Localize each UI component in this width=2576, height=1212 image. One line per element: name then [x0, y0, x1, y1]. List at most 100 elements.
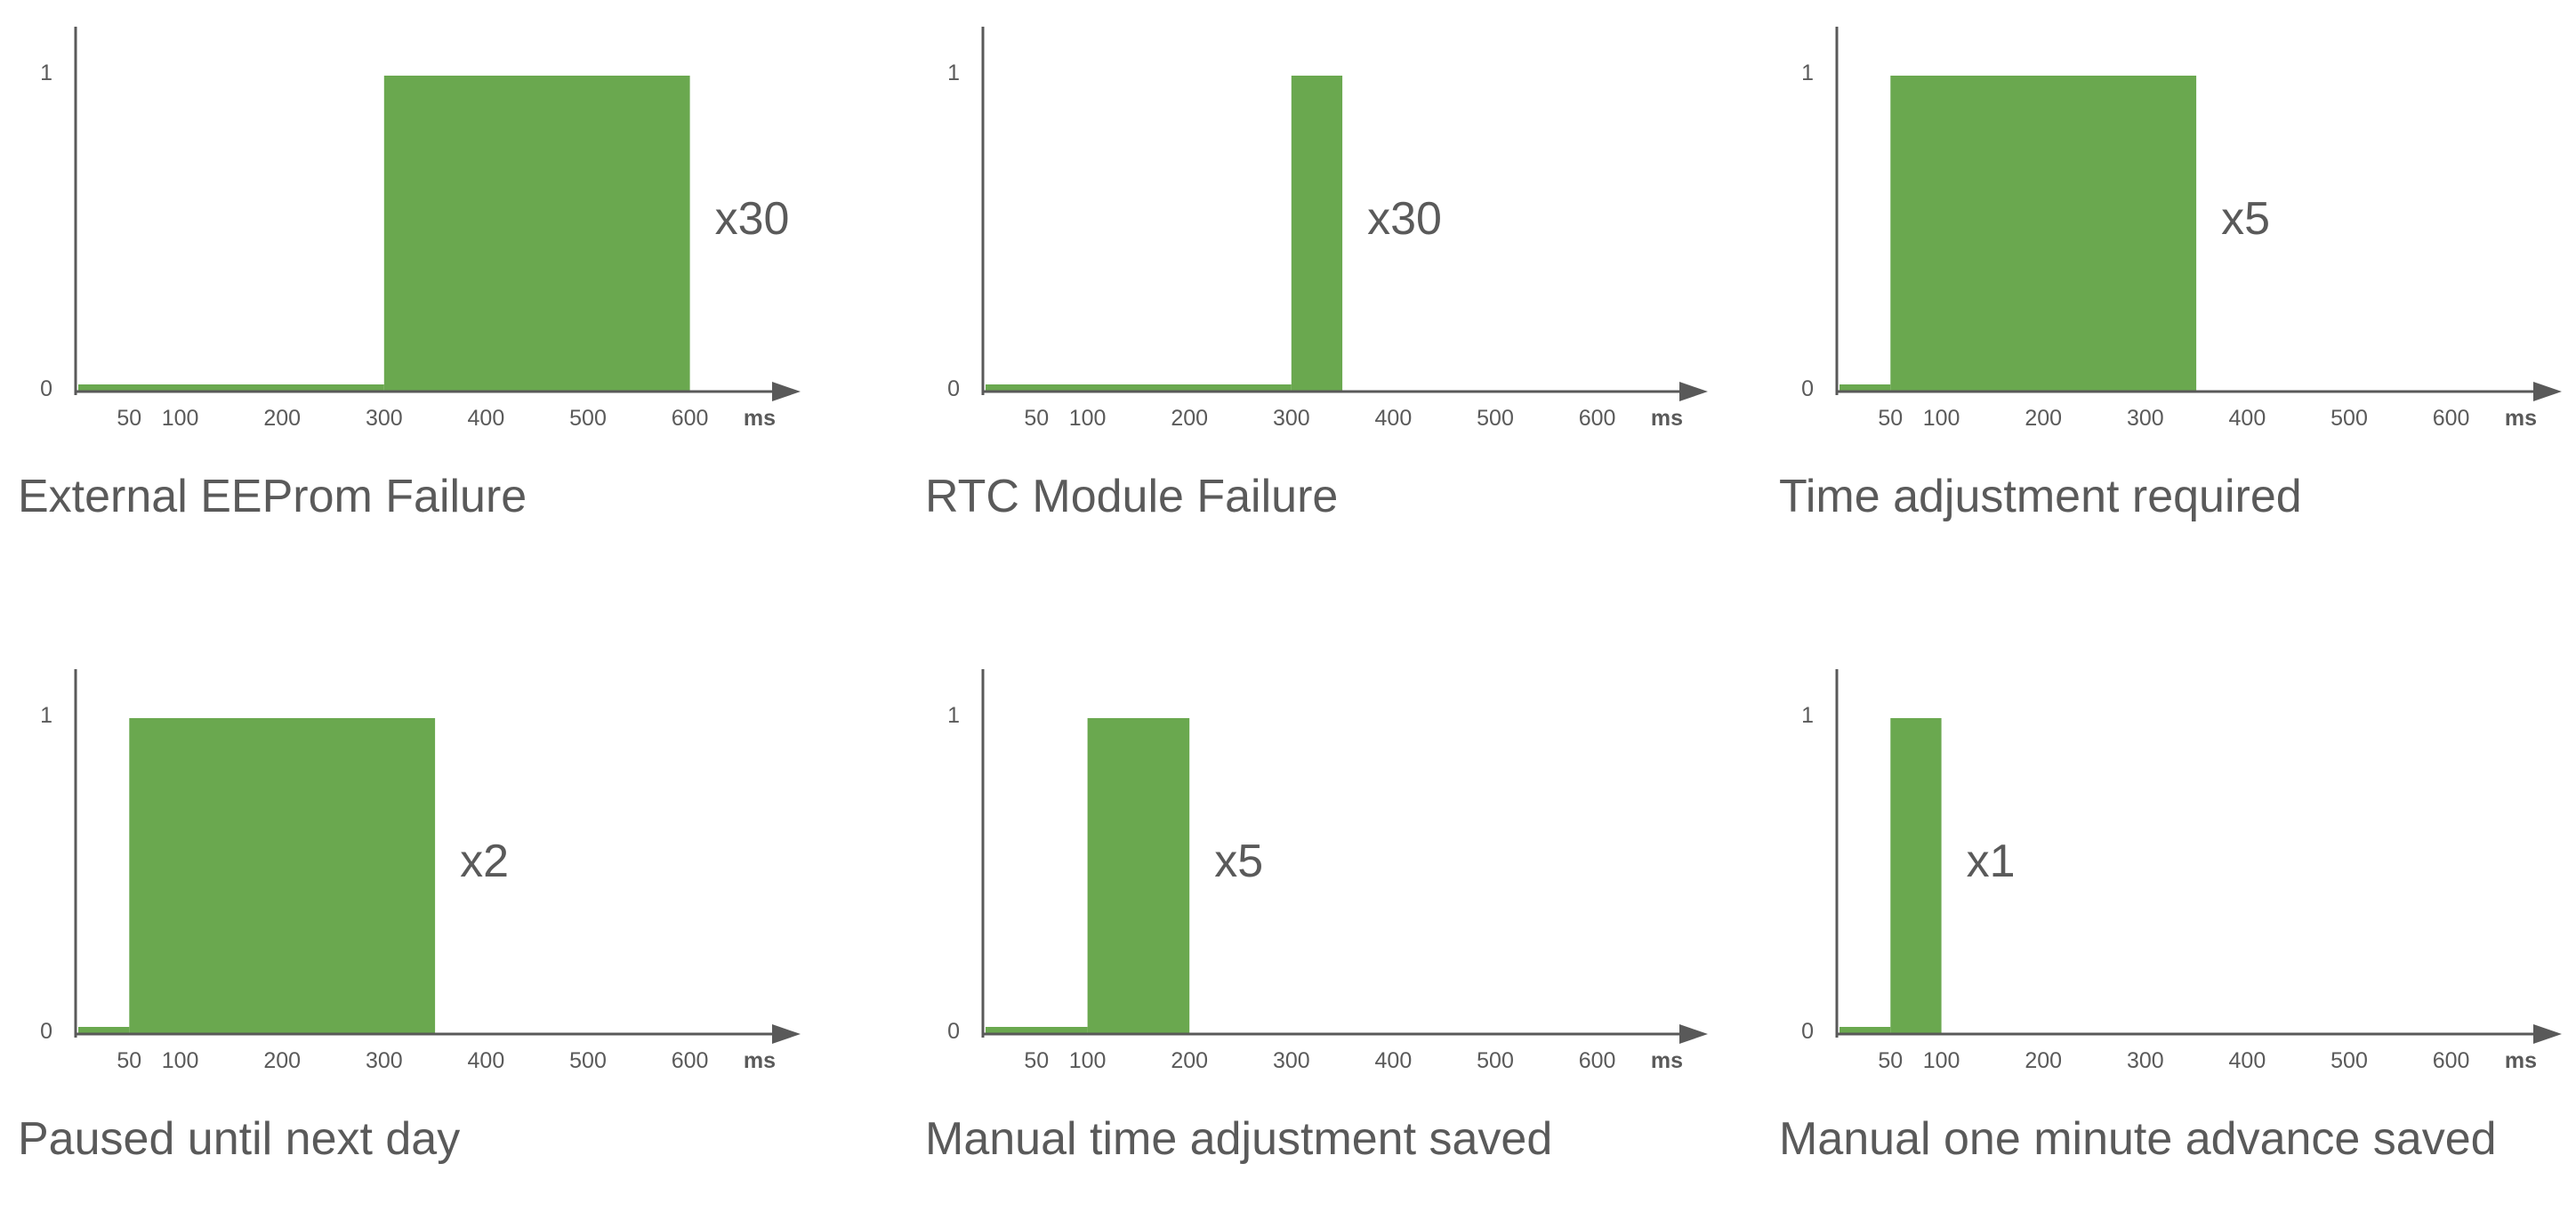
chart-title: RTC Module Failure: [925, 471, 1339, 522]
x-tick-label: 600: [672, 1048, 709, 1073]
x-tick-label: 600: [2433, 1048, 2470, 1073]
chart-plot: 50 100 200 300 400 500 600 ms 0 1 x1: [1801, 669, 2562, 1073]
repeat-count-label: x5: [1214, 836, 1263, 887]
chart-title: External EEProm Failure: [18, 471, 527, 522]
x-tick-label: 300: [366, 406, 403, 431]
x-tick-label: 200: [2025, 406, 2062, 431]
x-tick-label: 200: [263, 1048, 301, 1073]
signal-pulse: [1839, 76, 2197, 392]
y-tick-label: 1: [1801, 703, 1814, 728]
x-tick-label: 100: [1069, 1048, 1107, 1073]
signal-low-level: [1839, 1027, 1891, 1034]
chart-plot: 50 100 200 300 400 500 600 ms 0 1 x30: [947, 27, 1708, 431]
x-tick-label: 100: [162, 406, 199, 431]
chart-panel: 50 100 200 300 400 500 600 ms 0 1 x1 Manual one min…: [1761, 642, 2576, 1212]
repeat-count-label: x1: [1967, 836, 2016, 887]
x-tick-label: 50: [1024, 1048, 1049, 1073]
x-tick-label: 200: [263, 406, 301, 431]
signal-low-level: [78, 384, 384, 392]
chart-plot: 50 100 200 300 400 500 600 ms 0 1 x2: [40, 669, 801, 1073]
chart-plot: 50 100 200 300 400 500 600 ms 0 1 x5: [1801, 27, 2562, 431]
signal-pulse: [78, 76, 690, 392]
chart-title: Manual time adjustment saved: [925, 1113, 1553, 1165]
y-tick-label: 1: [1801, 61, 1814, 85]
x-unit-label: ms: [2505, 1048, 2537, 1073]
x-tick-label: 50: [1878, 1048, 1903, 1073]
x-tick-label: 300: [1273, 406, 1310, 431]
signal-pulse: [986, 76, 1343, 392]
x-tick-label: 400: [1375, 1048, 1413, 1073]
chart-panel: 50 100 200 300 400 500 600 ms 0 1 x30 External EEPr…: [0, 0, 854, 570]
x-tick-label: 600: [2433, 406, 2470, 431]
x-tick-label: 400: [468, 406, 505, 431]
x-tick-label: 50: [117, 1048, 141, 1073]
y-tick-label: 1: [40, 703, 52, 728]
x-tick-label: 400: [468, 1048, 505, 1073]
x-tick-label: 400: [1375, 406, 1413, 431]
y-tick-label: 1: [947, 703, 960, 728]
x-tick-label: 300: [1273, 1048, 1310, 1073]
x-axis-arrow-icon: [772, 382, 801, 401]
x-axis-arrow-icon: [2533, 382, 2562, 401]
x-tick-label: 400: [2229, 1048, 2266, 1073]
x-tick-label: 200: [1171, 1048, 1208, 1073]
x-tick-label: 100: [162, 1048, 199, 1073]
y-tick-label: 0: [947, 376, 960, 401]
y-tick-label: 0: [40, 1019, 52, 1044]
x-tick-label: 600: [672, 406, 709, 431]
x-tick-label: 300: [2127, 1048, 2164, 1073]
x-tick-label: 100: [1923, 406, 1960, 431]
signal-pulse: [1839, 718, 1942, 1034]
signal-low-level: [986, 384, 1292, 392]
x-tick-label: 200: [2025, 1048, 2062, 1073]
chart-title: Paused until next day: [18, 1113, 461, 1165]
chart-panel: 50 100 200 300 400 500 600 ms 0 1 x5 Manual time ad…: [907, 642, 1761, 1212]
x-tick-label: 200: [1171, 406, 1208, 431]
y-tick-label: 0: [1801, 1019, 1814, 1044]
x-tick-label: 500: [1477, 1048, 1514, 1073]
signal-low-level: [1839, 384, 1891, 392]
x-tick-label: 500: [1477, 406, 1514, 431]
repeat-count-label: x5: [2221, 193, 2270, 245]
repeat-count-label: x30: [1367, 193, 1442, 245]
chart-title: Time adjustment required: [1779, 471, 2302, 522]
chart-plot: 50 100 200 300 400 500 600 ms 0 1 x5: [947, 669, 1708, 1073]
x-tick-label: 500: [2330, 1048, 2368, 1073]
x-axis-arrow-icon: [1679, 382, 1708, 401]
x-tick-label: 300: [2127, 406, 2164, 431]
x-tick-label: 100: [1923, 1048, 1960, 1073]
x-tick-label: 50: [1024, 406, 1049, 431]
x-unit-label: ms: [1651, 1048, 1683, 1073]
y-tick-label: 0: [1801, 376, 1814, 401]
chart-panel: 50 100 200 300 400 500 600 ms 0 1 x5 Time adjustmen…: [1761, 0, 2576, 570]
chart-panel: 50 100 200 300 400 500 600 ms 0 1 x2 Paused until n…: [0, 642, 854, 1212]
signal-pulse: [986, 718, 1190, 1034]
x-axis-arrow-icon: [1679, 1024, 1708, 1044]
y-tick-label: 1: [947, 61, 960, 85]
signal-pulse: [78, 718, 436, 1034]
repeat-count-label: x2: [460, 836, 509, 887]
x-tick-label: 50: [1878, 406, 1903, 431]
y-tick-label: 1: [40, 61, 52, 85]
x-axis-arrow-icon: [772, 1024, 801, 1044]
chart-title: Manual one minute advance saved: [1779, 1113, 2497, 1165]
x-tick-label: 600: [1579, 1048, 1616, 1073]
x-tick-label: 600: [1579, 406, 1616, 431]
x-tick-label: 500: [569, 1048, 607, 1073]
chart-plot: 50 100 200 300 400 500 600 ms 0 1 x30: [40, 27, 801, 431]
chart-grid: 50 100 200 300 400 500 600 ms 0 1 x30 External EEPr…: [0, 0, 2576, 1165]
x-unit-label: ms: [1651, 406, 1683, 431]
x-unit-label: ms: [744, 1048, 776, 1073]
y-tick-label: 0: [947, 1019, 960, 1044]
x-unit-label: ms: [2505, 406, 2537, 431]
y-tick-label: 0: [40, 376, 52, 401]
x-tick-label: 50: [117, 406, 141, 431]
x-tick-label: 500: [569, 406, 607, 431]
repeat-count-label: x30: [715, 193, 790, 245]
x-tick-label: 400: [2229, 406, 2266, 431]
x-axis-arrow-icon: [2533, 1024, 2562, 1044]
signal-low-level: [78, 1027, 130, 1034]
x-tick-label: 100: [1069, 406, 1107, 431]
x-tick-label: 500: [2330, 406, 2368, 431]
chart-panel: 50 100 200 300 400 500 600 ms 0 1 x30 RTC Module Fa…: [907, 0, 1761, 570]
